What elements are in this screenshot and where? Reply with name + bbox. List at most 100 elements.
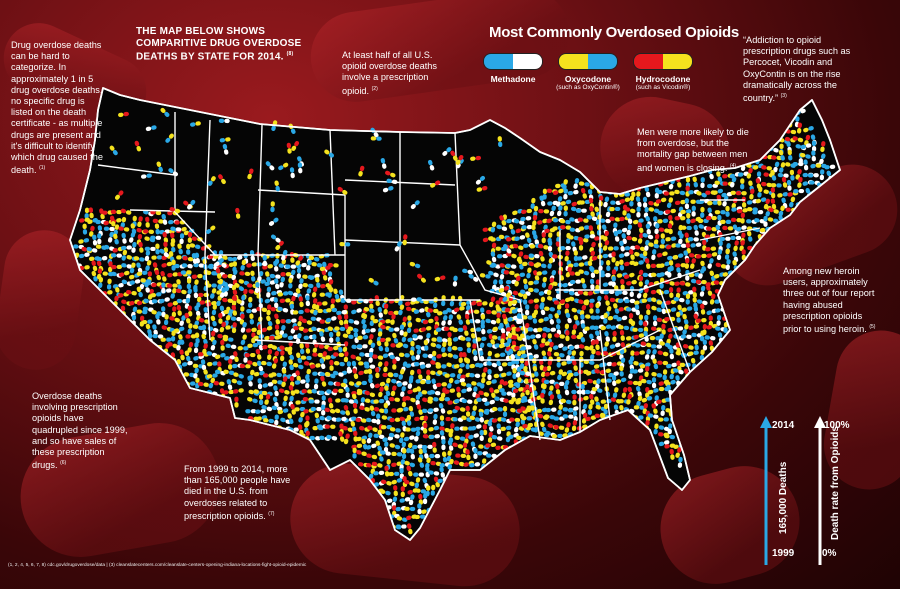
- pill-marker: [700, 303, 706, 315]
- pill-marker: [480, 314, 486, 326]
- pill-marker: [682, 313, 689, 325]
- pill-marker: [646, 303, 651, 315]
- pill-marker: [429, 453, 441, 459]
- pill-marker: [193, 262, 205, 268]
- pill-marker: [208, 377, 216, 389]
- pill-marker: [576, 255, 588, 261]
- pill-marker: [603, 312, 608, 324]
- pill-marker: [120, 245, 132, 251]
- pill-marker: [494, 352, 506, 358]
- pill-marker: [688, 324, 700, 330]
- pill-marker: [485, 318, 497, 325]
- pill-marker: [368, 342, 376, 354]
- pill-marker: [692, 286, 697, 298]
- oxycodone-pill-icon: [558, 53, 618, 70]
- pill-marker: [412, 334, 423, 340]
- pill-marker: [462, 325, 469, 336]
- pill-marker: [234, 396, 239, 408]
- pill-marker: [811, 140, 817, 152]
- pill-marker: [108, 261, 113, 273]
- pill-marker: [792, 161, 804, 167]
- pill-marker: [359, 352, 371, 358]
- pill-marker: [658, 227, 670, 233]
- hydrocodone-pill-icon: [633, 53, 693, 70]
- pill-marker: [528, 354, 539, 360]
- note-deaths: From 1999 to 2014, more than 165,000 peo…: [184, 464, 291, 521]
- pill-marker: [583, 298, 595, 304]
- pill-marker: [453, 460, 465, 467]
- pill-marker: [797, 177, 803, 188]
- pill-marker: [496, 312, 501, 324]
- pill-marker: [691, 205, 696, 217]
- pill-marker: [405, 395, 416, 403]
- pill-marker: [143, 229, 155, 234]
- pill-marker: [161, 261, 173, 268]
- pill-marker: [110, 253, 122, 258]
- pill-marker: [722, 225, 734, 231]
- pill-marker: [536, 270, 548, 276]
- pill-marker: [768, 207, 779, 214]
- pill-marker: [699, 285, 706, 297]
- pill-marker: [222, 337, 234, 342]
- pill-marker: [369, 315, 375, 327]
- note-prescription: At least half of all U.S. opioid overdos…: [342, 50, 438, 96]
- pill-marker: [398, 295, 405, 306]
- pill-marker: [572, 360, 578, 371]
- pill-marker: [176, 304, 182, 316]
- pill-marker: [621, 233, 627, 245]
- pill-marker: [99, 208, 105, 220]
- pill-marker: [97, 233, 102, 245]
- pill-marker: [429, 434, 440, 440]
- pill-marker: [666, 333, 673, 345]
- pill-marker: [460, 372, 471, 380]
- pill-marker: [577, 217, 589, 223]
- pill-marker: [368, 377, 375, 389]
- pill-marker: [603, 196, 610, 208]
- pill-marker: [560, 199, 572, 206]
- pill-marker: [528, 298, 540, 304]
- pill-marker: [465, 405, 471, 417]
- pill-marker: [794, 116, 800, 128]
- pill-marker: [781, 176, 788, 188]
- pill-marker: [538, 250, 545, 262]
- pill-marker: [709, 293, 716, 305]
- pill-marker: [359, 405, 370, 412]
- pill-marker: [502, 379, 514, 386]
- pill-marker: [573, 178, 580, 189]
- pill-marker: [640, 341, 652, 348]
- pill-marker: [571, 324, 578, 335]
- pill-marker: [749, 188, 755, 200]
- pill-marker: [179, 349, 185, 361]
- pill-marker: [637, 222, 644, 234]
- pill-marker: [391, 451, 403, 457]
- pill-marker: [415, 349, 422, 360]
- pill-marker: [466, 342, 472, 354]
- pill-marker: [564, 250, 570, 262]
- pill-marker: [651, 344, 663, 349]
- pill-marker: [763, 215, 768, 227]
- pill-marker: [384, 465, 390, 477]
- pill-marker: [533, 234, 540, 245]
- pill-marker: [579, 304, 587, 316]
- pill-marker: [187, 231, 193, 243]
- pill-marker: [357, 335, 369, 341]
- pill-marker: [778, 162, 786, 173]
- legend-methadone: Methadone: [480, 53, 546, 84]
- pill-marker: [439, 426, 451, 433]
- pill-marker: [706, 252, 718, 258]
- pill-marker: [698, 268, 705, 279]
- pill-marker: [716, 194, 722, 206]
- pill-marker: [586, 214, 598, 222]
- deaths-bottom-label: 1999: [772, 548, 795, 559]
- pill-marker: [92, 234, 98, 246]
- pill-marker: [770, 183, 782, 188]
- pill-marker: [154, 223, 160, 235]
- pill-marker: [777, 192, 789, 198]
- pill-marker: [200, 359, 207, 371]
- pill-marker: [476, 301, 488, 307]
- pill-marker: [626, 224, 633, 236]
- pill-marker: [523, 360, 529, 372]
- pill-marker: [561, 359, 573, 366]
- pill-marker: [541, 232, 546, 244]
- pill-marker: [629, 195, 635, 207]
